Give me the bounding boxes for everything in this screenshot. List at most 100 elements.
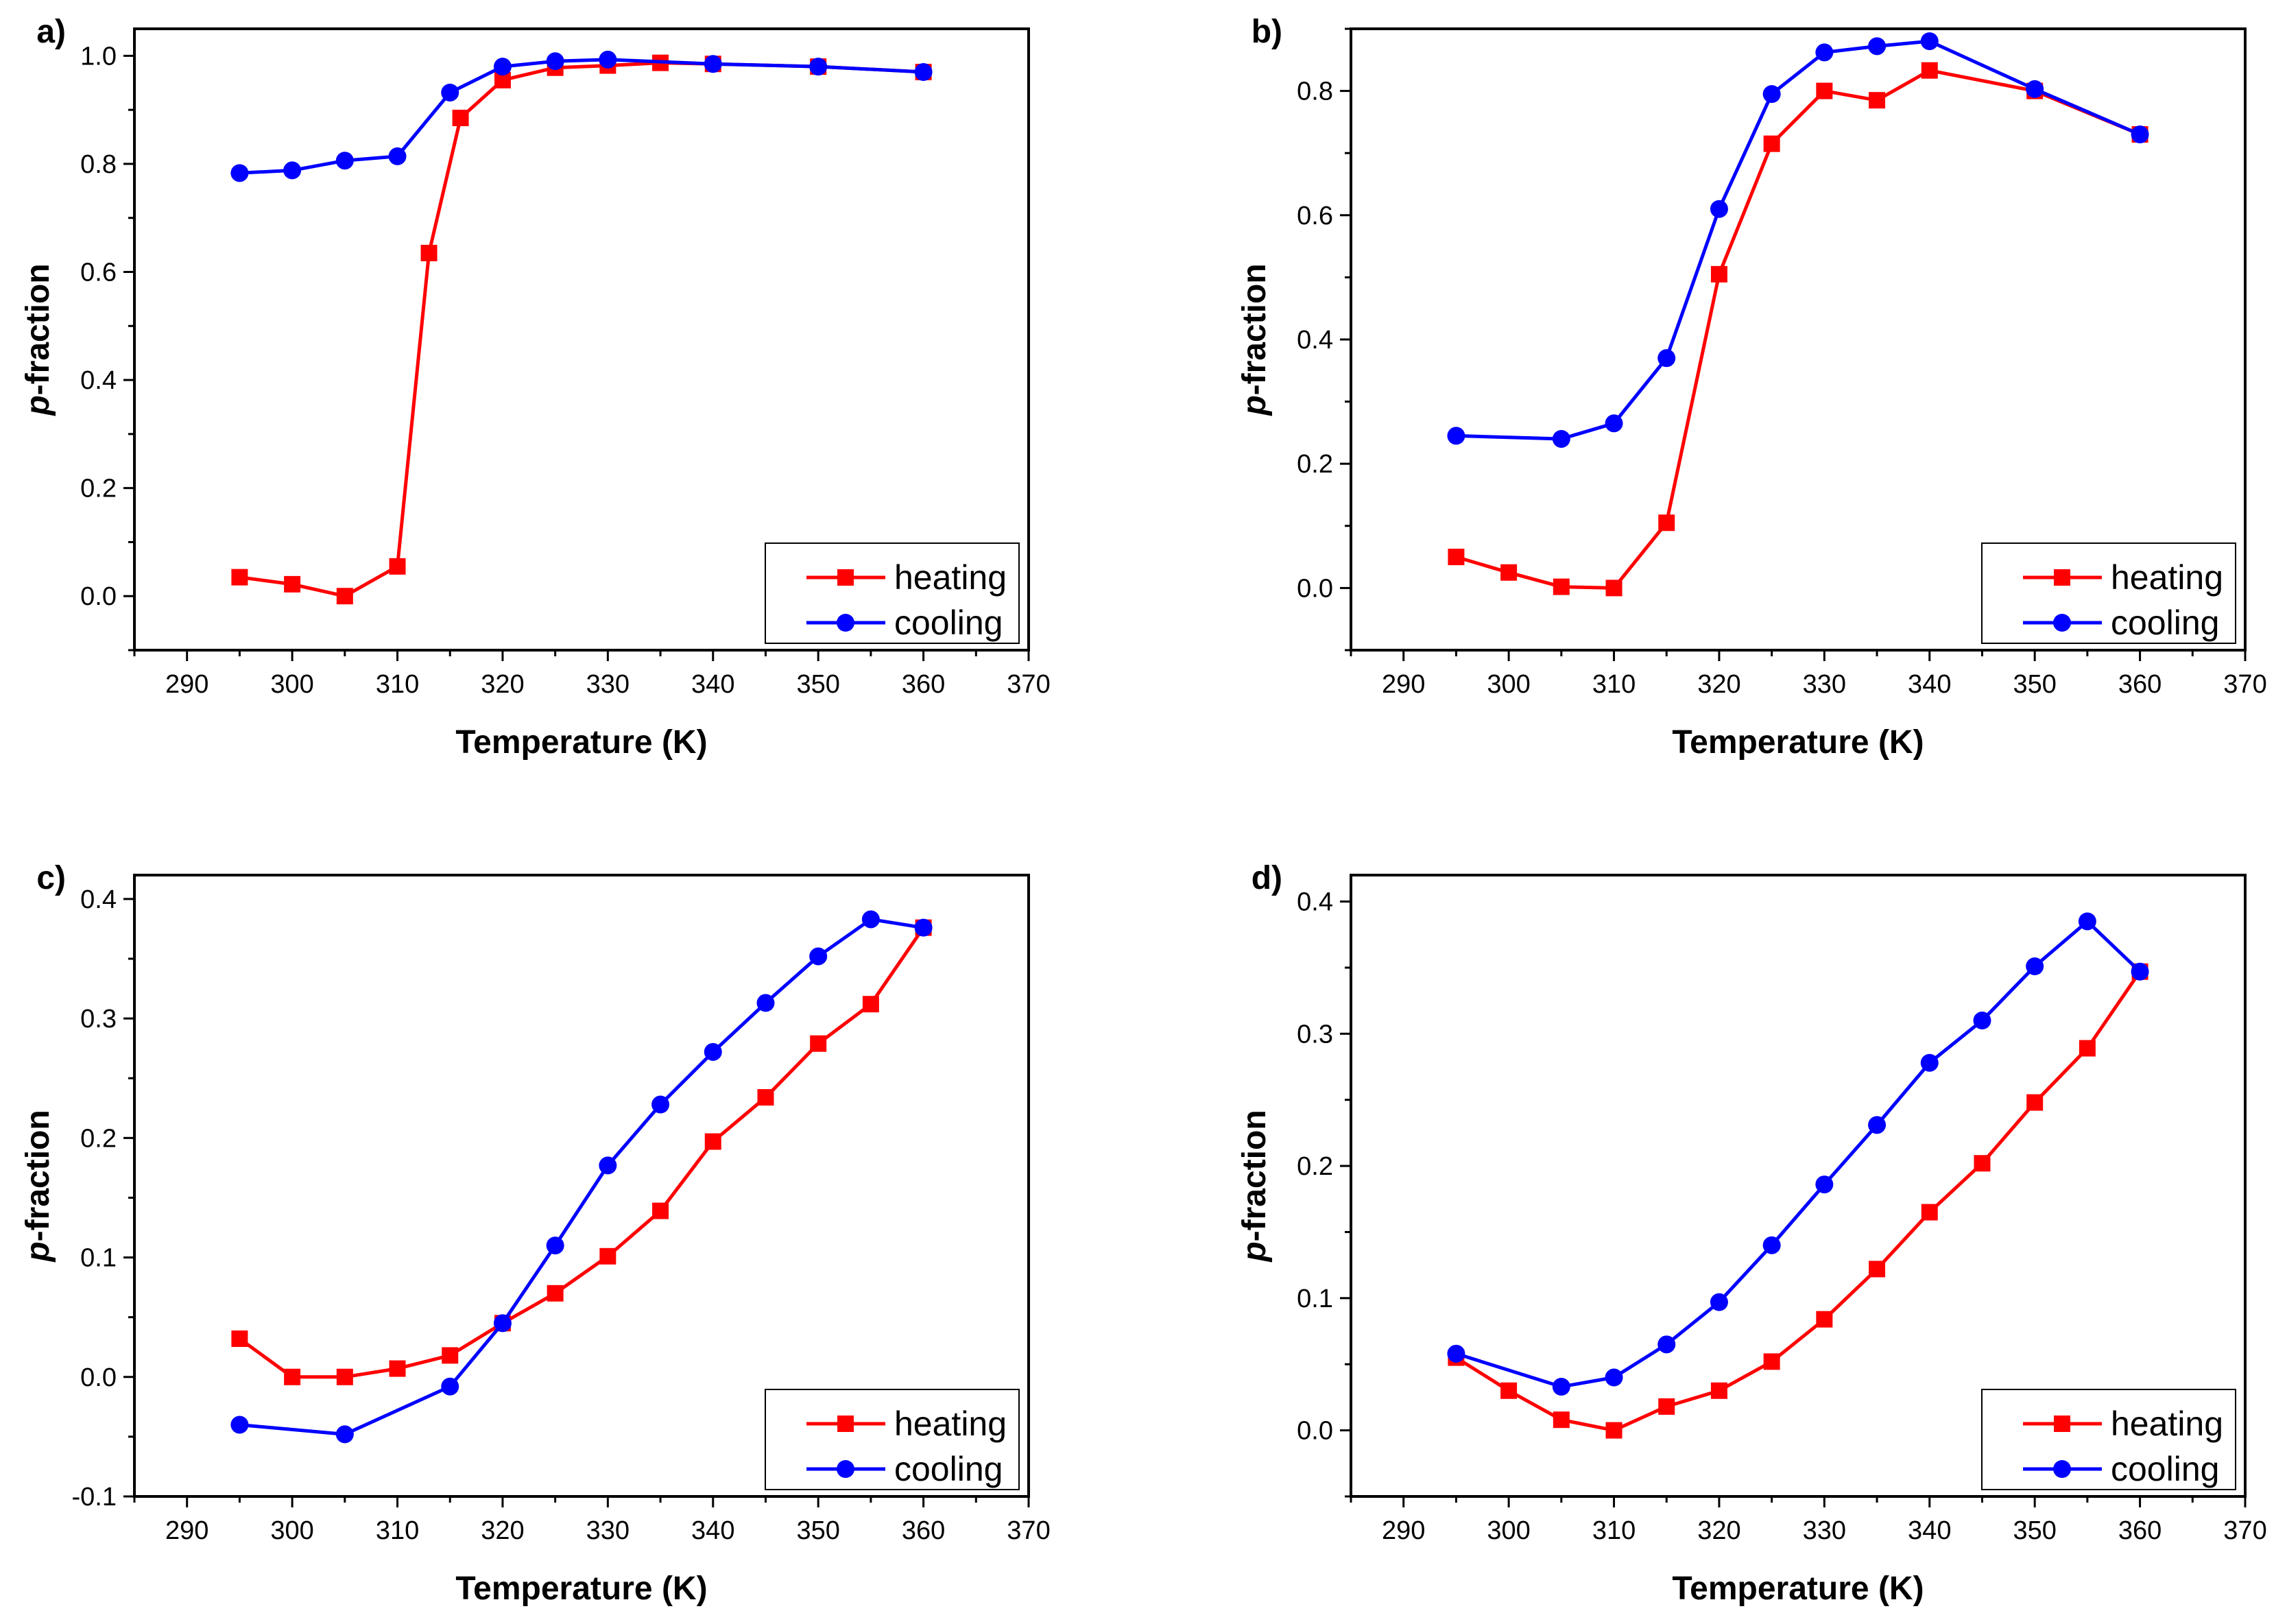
chart-1-heating-point xyxy=(1553,578,1570,595)
chart-0-legend-marker-heating xyxy=(837,569,854,586)
chart-2-cooling-point xyxy=(441,1377,459,1396)
chart-2-cooling-point xyxy=(651,1095,670,1114)
chart-0-cooling-point xyxy=(441,83,459,102)
chart-3-cooling-point xyxy=(1815,1175,1834,1194)
chart-1-heating-point xyxy=(1869,92,1886,109)
chart-0-y-axis-title-italic: p xyxy=(20,395,56,416)
chart-2-x-tick-label: 350 xyxy=(796,1516,839,1545)
chart-1-y-tick-label: 0.4 xyxy=(1297,326,1333,355)
chart-1-cooling-point xyxy=(1762,85,1781,104)
chart-3-cooling-point xyxy=(1710,1293,1728,1311)
chart-2-heating-point xyxy=(704,1133,721,1150)
chart-0-x-tick-label: 300 xyxy=(270,670,313,699)
chart-1-legend-marker-heating xyxy=(2054,569,2070,586)
chart-3-y-tick-label: 0.2 xyxy=(1297,1152,1333,1181)
chart-0-heating-point xyxy=(452,109,469,126)
chart-3-y-tick-label: 0.0 xyxy=(1297,1417,1333,1446)
chart-2-x-tick-label: 300 xyxy=(270,1516,313,1545)
chart-2-cooling-point xyxy=(809,947,828,966)
chart-2-cooling-point xyxy=(599,1156,617,1175)
chart-3-heating-point xyxy=(1553,1411,1570,1429)
chart-3-cooling-point xyxy=(1868,1116,1887,1134)
chart-1-cooling-point xyxy=(2131,126,2149,144)
chart-3-x-tick-label: 350 xyxy=(2013,1516,2056,1545)
chart-3-x-tick-label: 290 xyxy=(1382,1516,1425,1545)
chart-0-cooling-point xyxy=(230,164,249,182)
chart-1-cooling-point xyxy=(2026,80,2044,98)
chart-0-cooling-point xyxy=(283,161,302,180)
chart-2-legend-marker-cooling xyxy=(837,1460,854,1478)
chart-0-plot-frame xyxy=(133,27,1030,652)
chart-0-x-tick-label: 370 xyxy=(1007,670,1050,699)
chart-0-heating-point xyxy=(284,575,301,593)
chart-3: 290 300 310 320 330 340 350 360 370 0.0 0.1 0.2 0.3 0… xyxy=(1236,860,2267,1607)
chart-3-heating-point xyxy=(1500,1382,1518,1399)
chart-1-cooling-point xyxy=(1920,32,1939,51)
chart-1-series-cooling-line xyxy=(1456,39,2141,441)
chart-2-x-tick-label: 370 xyxy=(1007,1516,1050,1545)
chart-3-cooling-point xyxy=(2078,912,2096,931)
chart-0-cooling-point xyxy=(335,152,354,170)
chart-2-heating-point xyxy=(862,996,879,1013)
chart-0-x-tick-label: 310 xyxy=(376,670,419,699)
chart-2-heating-point xyxy=(547,1285,564,1302)
chart-0-cooling-point xyxy=(599,50,617,69)
chart-0-y-tick-label: 0.6 xyxy=(80,259,117,287)
chart-0-legend-label-heating: heating xyxy=(894,558,1007,597)
chart-1-cooling-point xyxy=(1657,349,1676,368)
chart-3-y-tick-label: 0.4 xyxy=(1297,888,1333,917)
chart-1-cooling-point xyxy=(1710,200,1728,218)
chart-1-x-axis-title: Temperature (K) xyxy=(1672,724,1924,761)
chart-1-x-tick-label: 340 xyxy=(1908,670,1951,699)
chart-1-x-tick-label: 330 xyxy=(1803,670,1846,699)
chart-1: 290 300 310 320 330 340 350 360 370 0.0 0.2 0.4 0.6 0… xyxy=(1236,14,2267,761)
chart-0-legend-marker-cooling xyxy=(837,614,854,632)
chart-2-y-tick-label: 0.0 xyxy=(80,1363,117,1392)
chart-0-series-heating-line xyxy=(239,61,924,598)
chart-0-heating-point xyxy=(336,588,353,605)
chart-3-legend-marker-cooling xyxy=(2053,1460,2071,1478)
chart-2-series-cooling-line xyxy=(239,918,924,1436)
chart-2-heating-point xyxy=(810,1035,827,1052)
chart-2-cooling-point xyxy=(546,1237,564,1255)
chart-1-panel-label: b) xyxy=(1252,14,1282,50)
chart-3-heating-point xyxy=(1763,1353,1780,1370)
chart-2-panel-label: c) xyxy=(36,860,66,896)
chart-0-legend-label-cooling: cooling xyxy=(894,604,1003,642)
chart-1-y-tick-label: 0.6 xyxy=(1297,202,1333,230)
chart-3-legend-label-cooling: cooling xyxy=(2111,1450,2219,1488)
chart-2-x-tick-label: 330 xyxy=(586,1516,630,1545)
chart-1-heating-point xyxy=(1816,82,1833,99)
chart-2-y-axis-title: p-fraction xyxy=(20,1110,56,1263)
chart-1-x-tick-label: 370 xyxy=(2223,670,2266,699)
chart-2-heating-point xyxy=(757,1089,774,1106)
chart-3-x-tick-label: 310 xyxy=(1592,1516,1636,1545)
chart-1-legend-label-heating: heating xyxy=(2111,558,2223,597)
chart-0-cooling-point xyxy=(546,52,564,71)
chart-0-heating-point xyxy=(389,558,406,575)
chart-3-legend-marker-heating xyxy=(2054,1416,2070,1432)
chart-2-legend-label-heating: heating xyxy=(894,1405,1007,1443)
chart-3-y-axis-title: p-fraction xyxy=(1236,1110,1273,1263)
chart-3-heating-point xyxy=(1605,1422,1623,1439)
chart-2-legend-label-cooling: cooling xyxy=(894,1450,1003,1488)
chart-2-y-tick-label: -0.1 xyxy=(72,1483,117,1512)
chart-0-cooling-point xyxy=(809,58,828,76)
chart-2-x-axis-title: Temperature (K) xyxy=(455,1571,707,1607)
chart-2-y-tick-label: 0.2 xyxy=(80,1124,117,1153)
chart-3-x-axis-title: Temperature (K) xyxy=(1672,1571,1924,1607)
chart-0-x-tick-label: 290 xyxy=(165,670,208,699)
chart-1-legend-label-cooling: cooling xyxy=(2111,604,2219,642)
chart-1-cooling-point xyxy=(1552,429,1570,448)
chart-0-heating-point xyxy=(420,244,438,261)
chart-3-y-axis-title-rest: -fraction xyxy=(1236,1110,1273,1241)
chart-3-x-tick-label: 340 xyxy=(1908,1516,1951,1545)
chart-3-cooling-point xyxy=(1605,1368,1623,1387)
chart-2-cooling-point xyxy=(335,1425,354,1444)
chart-0-y-tick-label: 0.8 xyxy=(80,150,117,179)
chart-3-x-tick-label: 320 xyxy=(1697,1516,1740,1545)
chart-2-cooling-point xyxy=(704,1042,722,1061)
chart-2-y-axis-title-rest: -fraction xyxy=(20,1110,56,1241)
chart-1-cooling-point xyxy=(1605,414,1623,433)
